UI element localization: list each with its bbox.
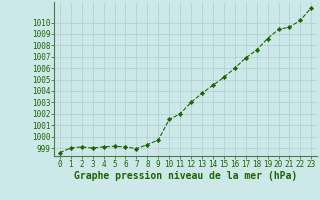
X-axis label: Graphe pression niveau de la mer (hPa): Graphe pression niveau de la mer (hPa) [74, 171, 297, 181]
